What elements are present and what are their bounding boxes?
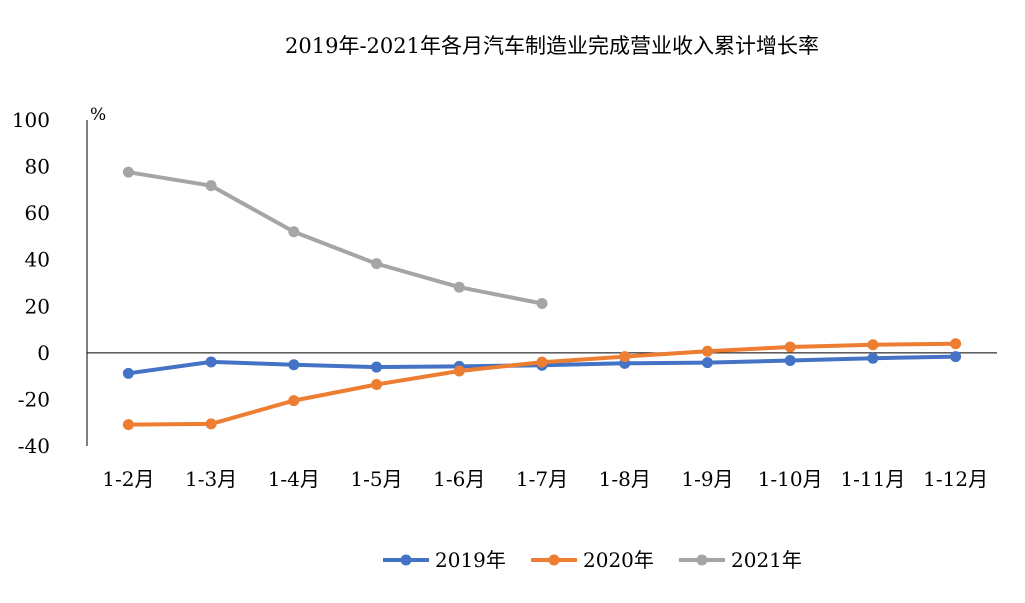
- data-point: [122, 166, 134, 178]
- y-tick-label: 100: [12, 108, 50, 132]
- data-point: [867, 339, 879, 351]
- data-point: [371, 379, 383, 391]
- x-tick-label: 1-6月: [433, 467, 485, 491]
- y-tick-label: -20: [18, 387, 50, 411]
- data-point: [122, 419, 134, 431]
- y-tick-label: 60: [25, 201, 50, 225]
- data-point: [619, 351, 631, 363]
- data-point: [205, 418, 217, 430]
- legend-swatch-marker: [400, 554, 412, 566]
- data-point: [784, 341, 796, 353]
- data-point: [371, 361, 383, 373]
- series-line: [128, 170, 543, 306]
- data-point: [867, 352, 879, 364]
- x-tick-label: 1-2月: [102, 467, 154, 491]
- x-tick-label: 1-5月: [350, 467, 402, 491]
- legend-label: 2019年: [435, 548, 506, 572]
- data-point: [453, 281, 465, 293]
- data-point: [288, 395, 300, 407]
- legend-swatch-marker: [696, 554, 708, 566]
- y-tick-label: 20: [25, 294, 50, 318]
- y-tick-label: 40: [25, 248, 50, 272]
- data-point: [288, 359, 300, 371]
- series-layer: [122, 166, 962, 431]
- series-line: [128, 341, 956, 427]
- x-tick-label: 1-12月: [923, 467, 988, 491]
- data-point: [950, 338, 962, 350]
- axes: 100 80 60 40 20 0 -20 -40 1-2月 1-3月 1-4月 1-5月 1-6月 1-…: [12, 108, 997, 491]
- legend: 2019年 2020年 2021年: [383, 548, 802, 572]
- data-point: [205, 356, 217, 368]
- y-tick-label: 0: [37, 341, 50, 365]
- y-axis-unit-label: %: [90, 105, 106, 125]
- data-point: [701, 357, 713, 369]
- data-point: [536, 297, 548, 309]
- data-point: [453, 365, 465, 377]
- data-point: [536, 356, 548, 368]
- x-tick-label: 1-3月: [185, 467, 237, 491]
- data-point: [371, 258, 383, 270]
- x-tick-label: 1-11月: [840, 467, 905, 491]
- legend-swatch-marker: [548, 554, 560, 566]
- legend-item: 2019年: [383, 548, 506, 572]
- series-2020年: [122, 338, 962, 431]
- x-tick-label: 1-7月: [516, 467, 568, 491]
- legend-item: 2020年: [531, 548, 654, 572]
- data-point: [205, 180, 217, 192]
- legend-label: 2020年: [583, 548, 654, 572]
- chart-title: 2019年-2021年各月汽车制造业完成营业收入累计增长率: [285, 34, 819, 58]
- data-point: [784, 355, 796, 367]
- data-point: [288, 226, 300, 238]
- x-tick-label: 1-9月: [681, 467, 733, 491]
- data-point: [950, 351, 962, 363]
- data-point: [701, 345, 713, 357]
- x-tick-label: 1-10月: [758, 467, 823, 491]
- legend-label: 2021年: [731, 548, 802, 572]
- legend-item: 2021年: [679, 548, 802, 572]
- data-point: [122, 367, 134, 379]
- y-tick-label: 80: [25, 155, 50, 179]
- y-tick-label: -40: [18, 434, 50, 458]
- x-tick-label: 1-8月: [599, 467, 651, 491]
- series-2021年: [122, 166, 548, 309]
- x-tick-label: 1-4月: [268, 467, 320, 491]
